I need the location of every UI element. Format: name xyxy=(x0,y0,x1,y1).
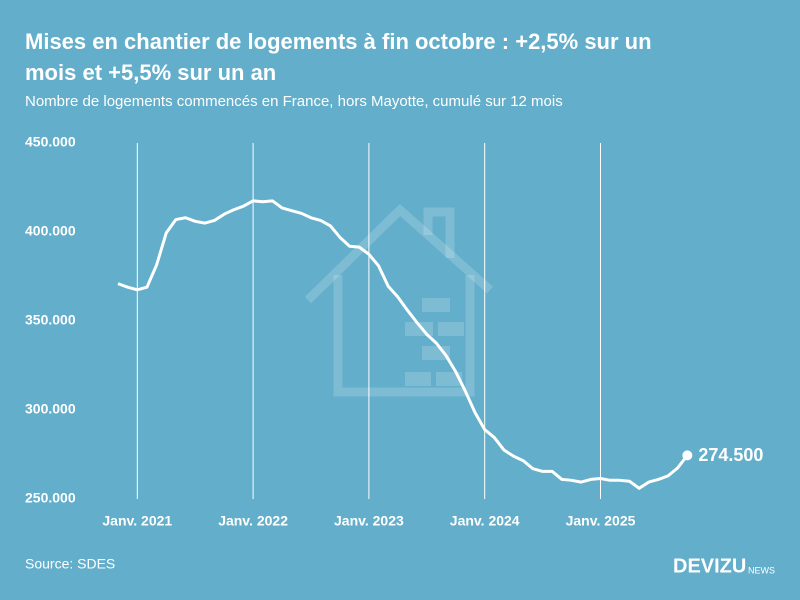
y-tick-label: 400.000 xyxy=(25,223,76,239)
brick-watermark xyxy=(405,298,464,386)
x-tick-label: Janv. 2025 xyxy=(566,513,636,529)
x-tick-label: Janv. 2024 xyxy=(450,513,520,529)
y-tick-label: 250.000 xyxy=(25,490,76,506)
x-tick-label: Janv. 2021 xyxy=(102,513,172,529)
brand: DEVIZU xyxy=(673,555,746,577)
source: Source: SDES xyxy=(25,556,115,572)
y-tick-label: 350.000 xyxy=(25,312,76,328)
x-tick-label: Janv. 2023 xyxy=(334,513,404,529)
x-tick-label: Janv. 2022 xyxy=(218,513,288,529)
end-point xyxy=(682,450,693,461)
house-watermark xyxy=(304,203,493,397)
y-tick-label: 450.000 xyxy=(25,134,76,150)
chart-subtitle: Nombre de logements commencés en France,… xyxy=(25,93,563,110)
data-line xyxy=(117,199,689,490)
value-label: 274.500 xyxy=(698,445,763,465)
chart-title: mois et +5,5% sur un an xyxy=(25,60,276,85)
chart-title: Mises en chantier de logements à fin oct… xyxy=(25,29,652,54)
y-tick-label: 300.000 xyxy=(25,401,76,417)
brand-suffix: NEWS xyxy=(748,565,775,575)
